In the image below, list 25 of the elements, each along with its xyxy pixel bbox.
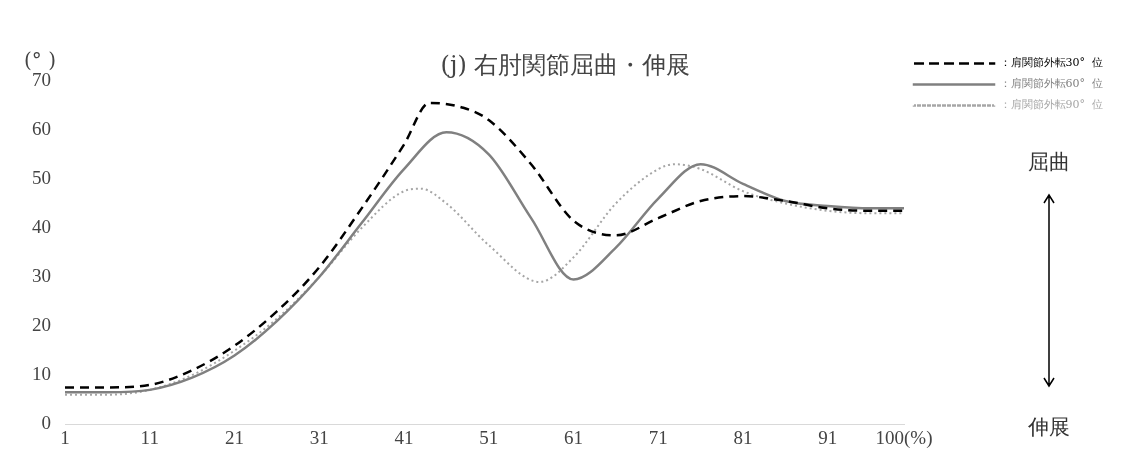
x-tick-label: 51: [479, 426, 499, 448]
y-axis-title: (° ): [24, 48, 56, 72]
x-tick-label: 61: [563, 426, 583, 448]
y-tick-label: 20: [32, 314, 51, 336]
y-tick-label: 0: [41, 412, 51, 434]
y-tick-label: 40: [32, 215, 51, 237]
x-tick-label: 11: [140, 426, 159, 448]
text: ：肩関節外転90° 位: [999, 98, 1104, 112]
x-tick-label: 41: [394, 426, 414, 448]
text: 伸展: [1028, 414, 1070, 441]
text: 屈曲: [1028, 149, 1070, 176]
x-tick-label: 100(%): [875, 426, 933, 449]
x-tick-label: 21: [225, 426, 244, 448]
y-tick-label: 60: [32, 117, 51, 139]
x-tick-label: 91: [818, 426, 838, 448]
x-tick-label: 71: [648, 426, 668, 448]
x-tick-label: 1: [60, 426, 70, 448]
y-tick-label: 10: [32, 363, 51, 385]
x-tick-label: 31: [309, 426, 329, 448]
text: ：肩関節外転30° 位: [999, 56, 1104, 70]
chart-title: (j) 右肘関節屈曲・伸展: [440, 50, 691, 79]
y-tick-label: 50: [32, 166, 51, 188]
x-tick-label: 81: [733, 426, 753, 448]
y-tick-label: 30: [32, 265, 51, 287]
text: ：肩関節外転60° 位: [999, 77, 1104, 91]
